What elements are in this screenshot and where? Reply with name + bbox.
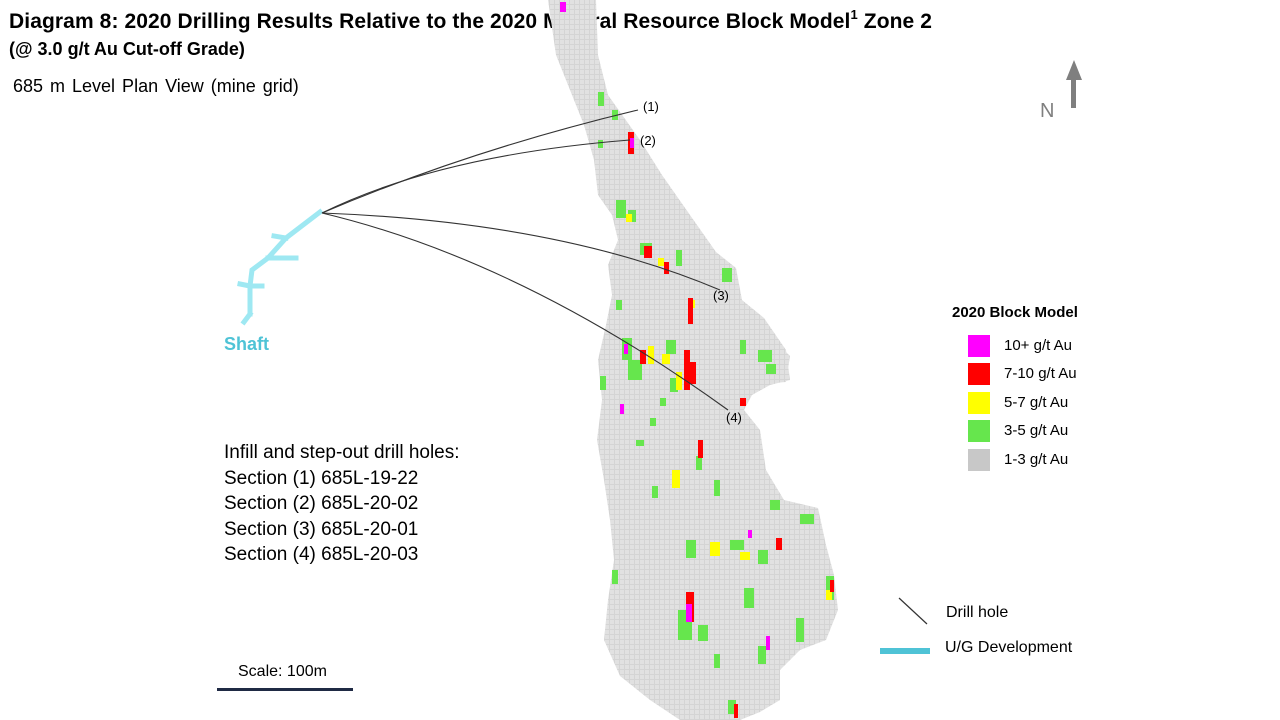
title-superscript: 1 (850, 7, 858, 22)
info-heading: Infill and step-out drill holes: (224, 442, 460, 463)
ug-development-key-bar (880, 648, 930, 654)
drill-hole-2 (321, 139, 631, 214)
scale-label: Scale: 100m (238, 663, 327, 680)
title-suffix: Zone 2 (863, 10, 933, 33)
diagram-title: Diagram 8: 2020 Drilling Results Relativ… (9, 7, 933, 34)
legend-label: 7-10 g/t Au (1004, 365, 1077, 382)
legend-item-7-10: 7-10 g/t Au (968, 363, 1128, 385)
title-main: Diagram 8: 2020 Drilling Results Relativ… (9, 10, 851, 33)
level-view-label: 685 m Level Plan View (mine grid) (13, 76, 299, 96)
ug-development-key-label: U/G Development (945, 639, 1073, 656)
legend-swatch (968, 392, 990, 414)
info-section-2: Section (2) 685L-20-02 (224, 493, 419, 514)
legend-item-3-5: 3-5 g/t Au (968, 420, 1128, 442)
legend-swatch (968, 335, 990, 357)
diagram-subtitle: (@ 3.0 g/t Au Cut-off Grade) (9, 39, 245, 59)
drill-hole-key-line (898, 597, 928, 625)
ug-development (237, 208, 324, 326)
drill-hole-key-label: Drill hole (946, 604, 1009, 621)
legend-item-10plus: 10+ g/t Au (968, 335, 1128, 357)
info-section-1: Section (1) 685L-19-22 (224, 467, 419, 489)
legend-swatch (968, 363, 990, 385)
legend-label: 5-7 g/t Au (1004, 394, 1069, 411)
grade-blocks (560, 2, 834, 718)
scale-bar (217, 688, 353, 691)
legend-item-1-3: 1-3 g/t Au (968, 449, 1128, 471)
drill-hole-1 (321, 109, 639, 214)
legend-label: 1-3 g/t Au (1004, 451, 1069, 468)
drill-hole-3 (321, 212, 721, 291)
block-model-legend: 2020 Block Model 10+ g/t Au 7-10 g/t Au … (952, 304, 1078, 471)
legend-label: 3-5 g/t Au (1004, 422, 1069, 439)
block-model-orebody (548, 0, 838, 720)
legend-title: 2020 Block Model (952, 304, 1078, 321)
drill-hole-4 (321, 212, 729, 411)
legend-swatch (968, 449, 990, 471)
info-section-4: Section (4) 685L-20-03 (224, 544, 419, 565)
drill-holes (321, 109, 729, 411)
hole-label-3: (3) (713, 288, 729, 303)
legend-swatch (968, 420, 990, 442)
shaft-label: Shaft (224, 334, 269, 354)
north-label: N (1040, 100, 1055, 122)
info-section-3: Section (3) 685L-20-01 (224, 518, 419, 540)
drill-hole-info: Infill and step-out drill holes: Section… (224, 440, 460, 568)
legend-label: 10+ g/t Au (1004, 337, 1072, 354)
hole-label-2: (2) (640, 133, 656, 148)
legend-item-5-7: 5-7 g/t Au (968, 392, 1128, 414)
north-arrow-icon (1066, 60, 1082, 108)
hole-label-4: (4) (726, 410, 742, 425)
hole-label-1: (1) (643, 99, 659, 114)
